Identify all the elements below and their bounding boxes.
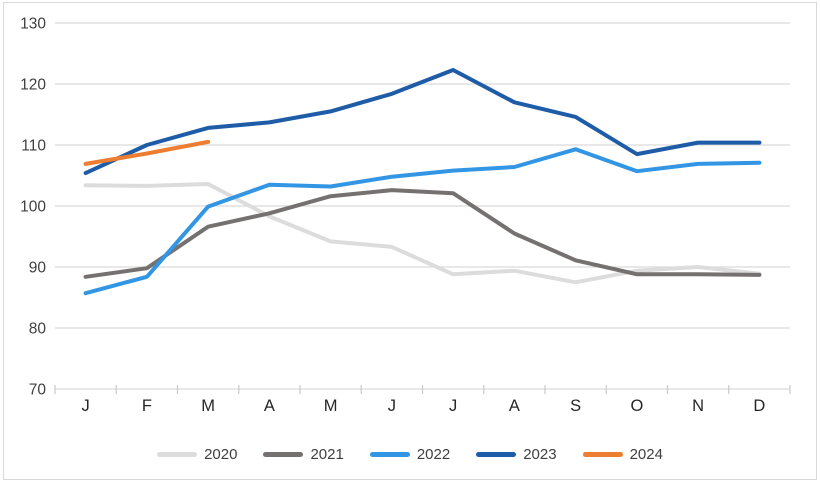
legend-item-2024: 2024 [582,445,663,463]
legend-swatch-2021 [263,451,304,457]
series-line-2020 [83,182,762,285]
legend-item-2022: 2022 [369,445,451,463]
legend-swatch-2022 [369,451,410,457]
x-tick-label-J-6: J [449,397,457,415]
legend-swatch-2024 [582,451,623,457]
y-tick-label-100: 100 [20,199,46,216]
x-tick-label-D-11: D [753,397,765,415]
legend-label-2020: 2020 [204,445,238,463]
legend-item-2023: 2023 [476,445,557,463]
y-tick-label-110: 110 [21,138,46,155]
x-tick-label-A-7: A [509,397,520,415]
x-tick-label-J-5: J [388,397,396,415]
x-tick-label-F-1: F [142,397,152,415]
x-tick-label-A-3: A [264,397,275,415]
x-tick-label-M-2: M [201,397,215,415]
legend-swatch-2020 [157,451,198,457]
x-tick-label-N-10: N [692,397,704,415]
y-tick-label-80: 80 [29,321,47,338]
series-line-2024 [83,139,211,166]
series-line-2023 [83,68,762,176]
legend-label-2024: 2024 [629,445,663,463]
legend-swatch-2023 [476,451,517,457]
x-tick-label-O-9: O [630,397,643,415]
y-tick-label-120: 120 [20,77,46,94]
legend-item-2021: 2021 [263,445,344,463]
x-tick-label-M-4: M [324,397,338,415]
x-tick-label-S-8: S [570,397,581,415]
legend-item-2020: 2020 [157,446,237,463]
y-tick-label-90: 90 [29,260,47,277]
y-tick-label-130: 130 [20,16,46,33]
chart-legend: 2020 2021 2022 2023 2024 [0,440,820,468]
x-tick-label-J-0: J [82,397,90,415]
legend-label-2023: 2023 [523,445,557,463]
y-tick-label-70: 70 [29,382,47,399]
legend-label-2021: 2021 [310,445,344,463]
legend-label-2022: 2022 [416,445,451,463]
series-line-2022 [83,147,762,296]
series-line-2021 [83,188,762,279]
